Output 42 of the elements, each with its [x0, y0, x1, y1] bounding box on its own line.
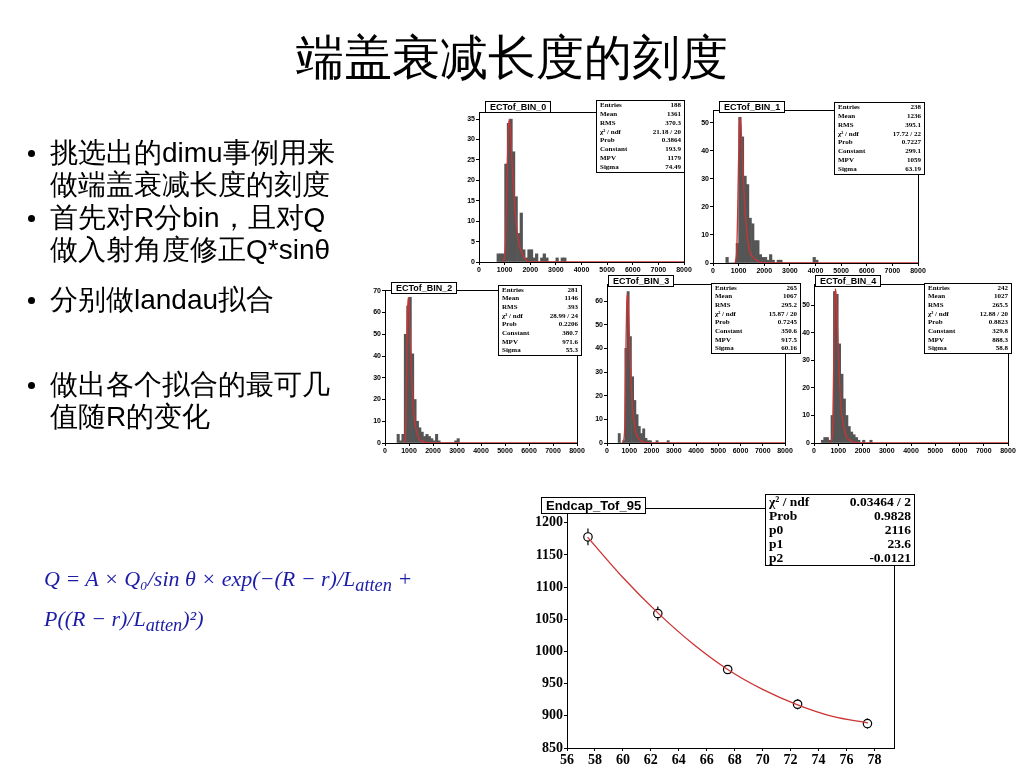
text: 端盖衰减长度的刻度	[295, 30, 729, 86]
y-tick-label: 850	[542, 739, 563, 755]
annotation: -0.0121	[868, 550, 911, 566]
text: Q = A × Q₀/sin θ × exp(−(R − r)/L$_{atten}$ + P((R − r)/L$_{atten}$)²)	[44, 566, 413, 636]
annotation: p2	[769, 550, 785, 566]
annotation: p1	[769, 536, 785, 552]
x-tick-label: 74	[811, 752, 826, 768]
annotation: Prob	[769, 508, 799, 524]
x-tick-label: 68	[727, 752, 742, 768]
text: 首先对R分bin，且对Q做入射角度修正Q*sinθ	[50, 202, 332, 266]
x-tick-label: 58	[587, 752, 602, 768]
y-tick-label: 1000	[535, 643, 563, 659]
x-tick-label: 70	[755, 752, 770, 768]
chart-title: ECTof_BIN_3	[608, 275, 675, 287]
x-tick-label: 78	[867, 752, 882, 768]
text: 挑选出的dimu事例用来做端盖衰减长度的刻度	[50, 137, 336, 201]
x-tick-label: 66	[699, 752, 714, 768]
y-tick-label: 900	[542, 707, 563, 723]
y-tick-label: 1150	[535, 546, 563, 562]
x-tick-label: 56	[560, 752, 574, 768]
x-tick-label: 60	[615, 752, 630, 768]
y-tick-label: 1200	[535, 514, 563, 530]
x-tick-label: 64	[671, 752, 686, 768]
text: 分别做landau拟合	[50, 284, 276, 316]
chart-title: ECTof_BIN_4	[815, 275, 882, 287]
y-tick-label: 950	[542, 675, 563, 691]
chart-title: ECTof_BIN_2	[391, 282, 458, 294]
chart-title: ECTof_BIN_0	[485, 101, 552, 113]
x-tick-label: 72	[783, 752, 798, 768]
annotation: 2116	[883, 522, 911, 538]
annotation: 0.9828	[872, 508, 911, 524]
chart-title: Endcap_Tof_95	[541, 497, 647, 514]
y-tick-label: 1050	[535, 610, 563, 626]
annotation: p0	[769, 522, 785, 538]
x-tick-label: 62	[643, 752, 658, 768]
text: 做出各个拟合的最可几值随R的变化	[50, 369, 331, 433]
annotation: 23.6	[886, 536, 911, 552]
annotation: 0.03464 / 2	[849, 494, 911, 510]
annotation: χ² / ndf	[769, 494, 811, 510]
chart-title: ECTof_BIN_1	[719, 101, 786, 113]
x-tick-label: 76	[839, 752, 854, 768]
y-tick-label: 1100	[535, 578, 563, 594]
